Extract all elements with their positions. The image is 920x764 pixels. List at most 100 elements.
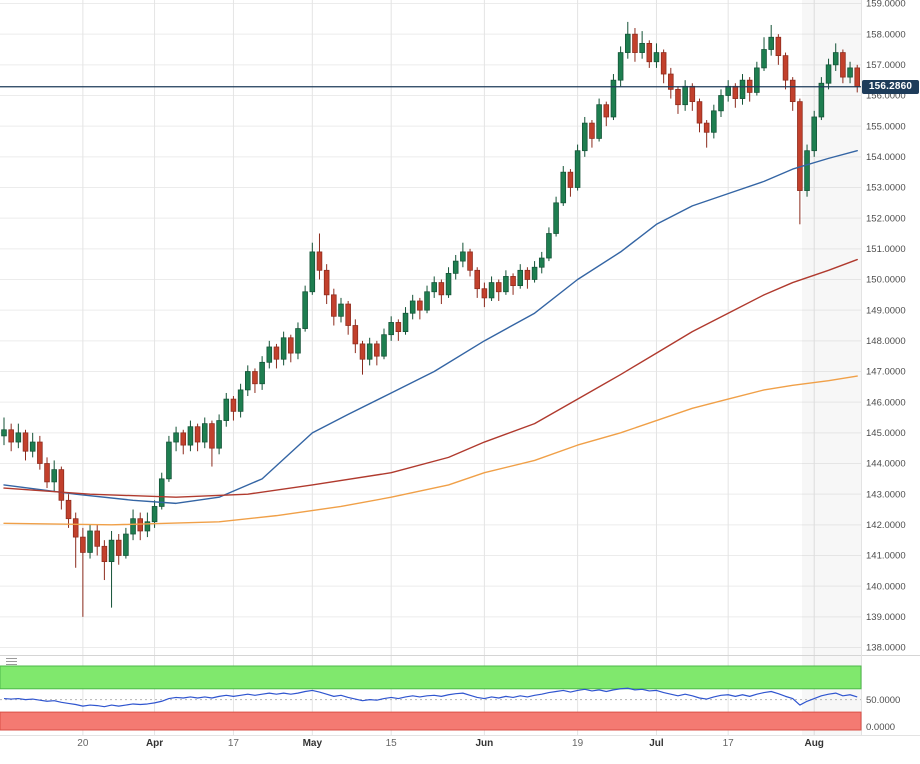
y-axis-label: 158.0000 xyxy=(866,29,906,40)
candle-body-up xyxy=(245,371,251,391)
candle-body-down xyxy=(467,251,473,271)
candle-body-up xyxy=(431,282,437,293)
oversold-band xyxy=(0,711,862,731)
candle-body-down xyxy=(732,85,739,99)
y-axis-label: 154.0000 xyxy=(866,152,906,163)
candle-body-up xyxy=(625,33,631,53)
candle-body-up xyxy=(445,272,452,296)
candle-body-up xyxy=(338,303,344,317)
candle-body-down xyxy=(854,67,861,87)
candle-body-up xyxy=(538,257,545,268)
candle-body-up xyxy=(768,36,774,50)
x-axis-label: 15 xyxy=(386,738,398,749)
candle-body-up xyxy=(187,426,194,446)
candle-body-down xyxy=(252,371,258,385)
candle-body-up xyxy=(725,85,731,96)
candle-body-up xyxy=(811,116,817,152)
candle-body-up xyxy=(166,441,172,480)
y-axis-label: 151.0000 xyxy=(866,244,906,255)
candle-body-down xyxy=(37,441,43,464)
candle-body-down xyxy=(22,432,29,452)
y-axis-label: 145.0000 xyxy=(866,428,906,439)
candle-body-down xyxy=(775,36,782,57)
candle-body-up xyxy=(452,260,459,274)
x-axis-label: 20 xyxy=(77,738,89,749)
candle-body-up xyxy=(653,52,660,63)
candle-body-down xyxy=(359,343,366,360)
candle-body-up xyxy=(144,521,151,532)
y-axis-label: 150.0000 xyxy=(866,275,906,286)
candle-body-down xyxy=(65,499,72,520)
candle-body-down xyxy=(101,545,108,563)
candle-body-up xyxy=(223,398,230,421)
candle-body-up xyxy=(309,251,316,293)
candle-body-up xyxy=(402,312,409,333)
y-axis-label: 138.0000 xyxy=(866,643,906,654)
candle-body-up xyxy=(818,82,825,118)
y-axis-label: 152.0000 xyxy=(866,213,906,224)
candle-body-down xyxy=(194,426,201,443)
y-axis-label: 146.0000 xyxy=(866,397,906,408)
y-axis-label: 140.0000 xyxy=(866,581,906,592)
candle-body-down xyxy=(115,539,122,556)
candle-body-up xyxy=(424,291,430,311)
x-axis-label: 17 xyxy=(228,738,240,749)
candle-body-down xyxy=(209,423,215,449)
candle-body-up xyxy=(409,300,416,314)
candle-body-up xyxy=(553,202,559,234)
candle-body-up xyxy=(123,533,129,556)
candle-body-up xyxy=(718,95,724,112)
candle-body-up xyxy=(51,469,57,483)
x-axis-label: Apr xyxy=(146,738,163,749)
candle-body-down xyxy=(288,337,294,354)
candle-body-up xyxy=(201,423,208,443)
candle-body-up xyxy=(804,150,810,191)
candle-body-up xyxy=(503,276,509,293)
candle-body-down xyxy=(589,122,595,139)
candle-body-up xyxy=(617,52,624,81)
y-axis-label: 156.0000 xyxy=(866,91,906,102)
candle-body-down xyxy=(510,276,516,287)
x-axis-label: 19 xyxy=(572,738,584,749)
candle-body-up xyxy=(216,420,222,449)
candle-body-up xyxy=(560,171,567,204)
candle-body-down xyxy=(72,518,79,538)
indicator-settings-icon[interactable] xyxy=(6,658,17,665)
y-axis-label: 141.0000 xyxy=(866,551,906,562)
candle-body-up xyxy=(596,104,602,139)
ma-mid-line xyxy=(3,258,858,498)
candle-body-up xyxy=(15,432,22,443)
candle-body-up xyxy=(682,85,688,106)
candle-body-down xyxy=(567,171,574,188)
y-axis-label: 155.0000 xyxy=(866,121,906,132)
candle-body-up xyxy=(237,389,244,412)
candle-body-down xyxy=(352,325,359,345)
x-axis-label: May xyxy=(303,738,323,749)
candle-body-down xyxy=(789,79,796,103)
candle-body-up xyxy=(517,269,524,287)
candle-body-down xyxy=(323,269,330,296)
candle-body-down xyxy=(331,294,337,317)
current-price-badge: 156.2860 xyxy=(862,79,919,94)
candle-body-up xyxy=(825,64,832,84)
candle-body-down xyxy=(675,88,681,106)
y-axis-label: 153.0000 xyxy=(866,183,906,194)
candle-body-down xyxy=(395,322,402,333)
candle-body-down xyxy=(474,269,480,290)
candle-body-up xyxy=(366,343,373,360)
candle-body-up xyxy=(761,49,767,69)
x-axis-label: Jun xyxy=(475,738,493,749)
candle-body-down xyxy=(840,52,846,78)
y-axis-label: 149.0000 xyxy=(866,305,906,316)
candle-body-up xyxy=(488,282,495,299)
candle-body-up xyxy=(388,322,394,336)
candle-body-up xyxy=(302,291,308,329)
y-axis-label: 147.0000 xyxy=(866,367,906,378)
x-axis-label: 17 xyxy=(723,738,735,749)
candle-body-down xyxy=(94,530,100,547)
candle-body-up xyxy=(130,518,136,535)
candle-body-up xyxy=(847,67,853,78)
candle-body-down xyxy=(438,282,445,296)
